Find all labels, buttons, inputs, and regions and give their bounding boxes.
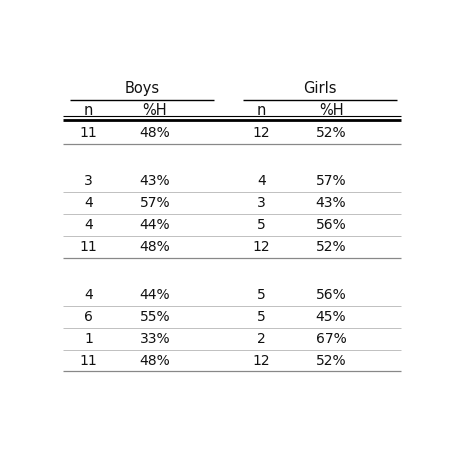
Text: 52%: 52% bbox=[316, 126, 346, 140]
Text: 52%: 52% bbox=[316, 240, 346, 254]
Text: 48%: 48% bbox=[139, 240, 170, 254]
Text: 3: 3 bbox=[84, 174, 93, 188]
Text: Girls: Girls bbox=[303, 81, 337, 96]
Text: 43%: 43% bbox=[316, 196, 346, 210]
Text: 12: 12 bbox=[253, 126, 270, 140]
Text: 4: 4 bbox=[257, 174, 265, 188]
Text: 6: 6 bbox=[84, 310, 93, 324]
Text: 48%: 48% bbox=[139, 354, 170, 367]
Text: 2: 2 bbox=[257, 332, 265, 346]
Text: 67%: 67% bbox=[316, 332, 346, 346]
Text: 4: 4 bbox=[84, 196, 93, 210]
Text: 11: 11 bbox=[80, 354, 98, 367]
Text: 5: 5 bbox=[257, 218, 265, 232]
Text: 11: 11 bbox=[80, 126, 98, 140]
Text: 44%: 44% bbox=[139, 288, 170, 302]
Text: 57%: 57% bbox=[139, 196, 170, 210]
Text: 5: 5 bbox=[257, 310, 265, 324]
Text: Boys: Boys bbox=[124, 81, 159, 96]
Text: 4: 4 bbox=[84, 288, 93, 302]
Text: 5: 5 bbox=[257, 288, 265, 302]
Text: 12: 12 bbox=[253, 240, 270, 254]
Text: n: n bbox=[84, 102, 93, 118]
Text: 3: 3 bbox=[257, 196, 265, 210]
Text: 56%: 56% bbox=[316, 218, 346, 232]
Text: %H: %H bbox=[143, 102, 167, 118]
Text: 12: 12 bbox=[253, 354, 270, 367]
Text: 11: 11 bbox=[80, 240, 98, 254]
Text: 44%: 44% bbox=[139, 218, 170, 232]
Text: 45%: 45% bbox=[316, 310, 346, 324]
Text: 33%: 33% bbox=[139, 332, 170, 346]
Text: 4: 4 bbox=[84, 218, 93, 232]
Text: 52%: 52% bbox=[316, 354, 346, 367]
Text: 1: 1 bbox=[84, 332, 93, 346]
Text: 48%: 48% bbox=[139, 126, 170, 140]
Text: 56%: 56% bbox=[316, 288, 346, 302]
Text: n: n bbox=[256, 102, 266, 118]
Text: %H: %H bbox=[319, 102, 343, 118]
Text: 43%: 43% bbox=[139, 174, 170, 188]
Text: 57%: 57% bbox=[316, 174, 346, 188]
Text: 55%: 55% bbox=[139, 310, 170, 324]
